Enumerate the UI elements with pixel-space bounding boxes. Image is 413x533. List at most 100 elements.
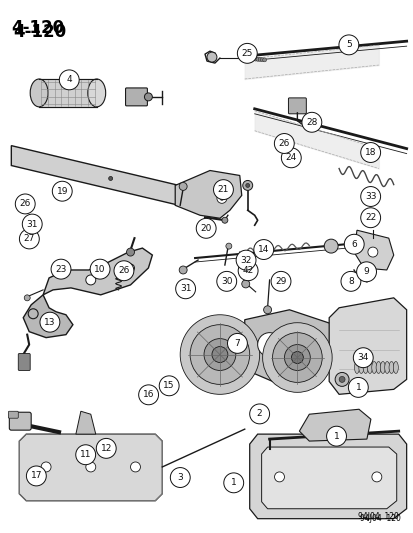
Circle shape bbox=[301, 112, 321, 132]
Text: 14: 14 bbox=[257, 245, 269, 254]
Circle shape bbox=[326, 426, 346, 446]
Circle shape bbox=[257, 333, 281, 357]
Circle shape bbox=[221, 217, 227, 223]
Circle shape bbox=[242, 181, 252, 190]
Text: 4: 4 bbox=[66, 75, 72, 84]
Text: 4-120: 4-120 bbox=[11, 19, 64, 37]
Circle shape bbox=[15, 194, 35, 214]
Circle shape bbox=[338, 376, 344, 382]
Circle shape bbox=[367, 247, 377, 257]
Polygon shape bbox=[19, 434, 162, 501]
Ellipse shape bbox=[388, 361, 393, 374]
Circle shape bbox=[272, 333, 321, 382]
Circle shape bbox=[144, 93, 152, 101]
Circle shape bbox=[237, 261, 257, 281]
Text: 1: 1 bbox=[230, 478, 236, 487]
Circle shape bbox=[227, 334, 247, 353]
Circle shape bbox=[159, 376, 179, 395]
Circle shape bbox=[126, 264, 134, 272]
Text: 16: 16 bbox=[142, 390, 154, 399]
Polygon shape bbox=[249, 434, 406, 519]
Circle shape bbox=[52, 181, 72, 201]
Circle shape bbox=[219, 196, 223, 200]
Text: 94J04  120: 94J04 120 bbox=[357, 512, 398, 521]
Text: 15: 15 bbox=[163, 381, 175, 390]
Circle shape bbox=[180, 315, 259, 394]
Polygon shape bbox=[353, 230, 393, 270]
Circle shape bbox=[76, 445, 95, 465]
Text: 24: 24 bbox=[285, 154, 296, 163]
Circle shape bbox=[40, 312, 60, 332]
Polygon shape bbox=[244, 310, 338, 384]
Circle shape bbox=[90, 259, 110, 279]
Ellipse shape bbox=[354, 361, 358, 374]
Circle shape bbox=[253, 240, 273, 260]
Text: 20: 20 bbox=[200, 224, 211, 233]
Circle shape bbox=[338, 35, 358, 55]
Circle shape bbox=[249, 56, 253, 61]
Circle shape bbox=[360, 142, 380, 163]
Ellipse shape bbox=[380, 361, 385, 374]
Circle shape bbox=[26, 466, 46, 486]
Text: 33: 33 bbox=[364, 192, 375, 201]
Circle shape bbox=[360, 187, 380, 206]
Text: 17: 17 bbox=[31, 471, 42, 480]
Circle shape bbox=[274, 134, 294, 154]
FancyBboxPatch shape bbox=[18, 353, 30, 370]
Circle shape bbox=[237, 43, 256, 63]
Circle shape bbox=[96, 439, 116, 458]
Circle shape bbox=[281, 148, 301, 168]
Circle shape bbox=[170, 467, 190, 488]
Circle shape bbox=[108, 176, 112, 181]
Text: 1: 1 bbox=[333, 432, 339, 441]
Circle shape bbox=[335, 373, 348, 386]
Text: 28: 28 bbox=[306, 118, 317, 127]
Text: 6: 6 bbox=[351, 240, 356, 249]
Circle shape bbox=[206, 52, 216, 62]
Text: 22: 22 bbox=[364, 213, 375, 222]
Circle shape bbox=[179, 266, 187, 274]
Circle shape bbox=[179, 182, 187, 190]
Ellipse shape bbox=[367, 361, 372, 374]
Text: 21: 21 bbox=[217, 185, 228, 194]
Text: 2: 2 bbox=[256, 409, 262, 418]
Circle shape bbox=[225, 243, 231, 249]
Text: 26: 26 bbox=[278, 139, 289, 148]
Circle shape bbox=[51, 259, 71, 279]
Circle shape bbox=[352, 348, 372, 368]
FancyBboxPatch shape bbox=[125, 88, 147, 106]
Circle shape bbox=[85, 275, 95, 285]
Circle shape bbox=[251, 57, 255, 61]
Text: 4-120: 4-120 bbox=[13, 23, 66, 41]
Circle shape bbox=[211, 346, 227, 362]
Polygon shape bbox=[23, 295, 73, 337]
Circle shape bbox=[244, 56, 248, 60]
Polygon shape bbox=[43, 248, 152, 295]
Text: 34: 34 bbox=[357, 353, 368, 362]
Circle shape bbox=[204, 338, 235, 370]
Circle shape bbox=[371, 472, 381, 482]
Circle shape bbox=[255, 57, 259, 61]
Circle shape bbox=[262, 58, 266, 62]
Text: 30: 30 bbox=[221, 277, 232, 286]
Circle shape bbox=[262, 322, 331, 392]
Circle shape bbox=[249, 404, 269, 424]
Circle shape bbox=[299, 340, 318, 360]
Ellipse shape bbox=[362, 361, 367, 374]
Circle shape bbox=[196, 219, 216, 238]
Ellipse shape bbox=[88, 79, 105, 107]
Circle shape bbox=[245, 183, 249, 188]
Polygon shape bbox=[76, 411, 95, 434]
Circle shape bbox=[323, 239, 337, 253]
Text: 8: 8 bbox=[347, 277, 353, 286]
Circle shape bbox=[344, 235, 363, 254]
Text: 10: 10 bbox=[94, 265, 106, 273]
Circle shape bbox=[216, 193, 226, 203]
Text: 7: 7 bbox=[234, 339, 240, 348]
Ellipse shape bbox=[30, 79, 48, 107]
Circle shape bbox=[284, 345, 310, 370]
Ellipse shape bbox=[392, 361, 397, 374]
Circle shape bbox=[263, 306, 271, 314]
Circle shape bbox=[291, 352, 303, 364]
Text: 9: 9 bbox=[363, 268, 368, 276]
